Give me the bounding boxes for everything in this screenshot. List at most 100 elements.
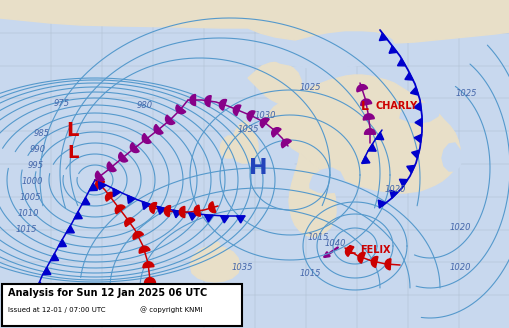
Text: L: L: [66, 120, 78, 139]
Polygon shape: [361, 156, 369, 163]
Wedge shape: [190, 94, 195, 106]
Polygon shape: [441, 143, 461, 171]
Text: L: L: [67, 144, 78, 162]
Text: 1010: 1010: [17, 210, 39, 218]
Polygon shape: [265, 75, 459, 193]
Text: Issued at 12-01 / 07:00 UTC: Issued at 12-01 / 07:00 UTC: [8, 307, 105, 313]
Text: 1025: 1025: [299, 84, 320, 92]
Wedge shape: [144, 294, 155, 300]
Text: 1000: 1000: [21, 177, 43, 187]
Wedge shape: [356, 85, 367, 92]
Text: 1015: 1015: [299, 269, 320, 277]
Wedge shape: [179, 207, 184, 217]
Polygon shape: [411, 150, 418, 158]
Wedge shape: [154, 124, 163, 134]
Wedge shape: [107, 162, 116, 172]
Polygon shape: [157, 207, 165, 214]
Wedge shape: [130, 143, 139, 153]
Polygon shape: [37, 282, 44, 289]
Wedge shape: [119, 152, 127, 162]
FancyBboxPatch shape: [2, 284, 242, 326]
Text: L: L: [360, 99, 369, 113]
Polygon shape: [231, 121, 258, 163]
Circle shape: [227, 267, 233, 273]
Wedge shape: [371, 256, 377, 267]
Wedge shape: [125, 218, 134, 227]
Polygon shape: [397, 59, 405, 66]
Wedge shape: [219, 99, 226, 110]
Polygon shape: [58, 239, 66, 247]
Wedge shape: [143, 262, 154, 268]
Polygon shape: [98, 182, 106, 190]
Polygon shape: [50, 254, 59, 261]
Wedge shape: [384, 259, 390, 270]
Wedge shape: [362, 114, 374, 120]
Polygon shape: [269, 32, 393, 69]
Polygon shape: [379, 33, 387, 41]
Wedge shape: [150, 203, 156, 213]
Circle shape: [212, 242, 219, 250]
Text: 980: 980: [137, 101, 153, 111]
Text: CHARLY: CHARLY: [375, 101, 417, 111]
Polygon shape: [414, 118, 421, 127]
Text: 1015: 1015: [306, 234, 328, 242]
Polygon shape: [406, 165, 414, 173]
Wedge shape: [205, 96, 211, 107]
Wedge shape: [176, 105, 185, 114]
Polygon shape: [388, 46, 397, 53]
Polygon shape: [413, 102, 420, 111]
Polygon shape: [257, 142, 293, 176]
Polygon shape: [378, 200, 385, 208]
Text: 1030: 1030: [254, 112, 275, 120]
Polygon shape: [0, 0, 509, 44]
Polygon shape: [66, 226, 74, 233]
Polygon shape: [43, 267, 51, 275]
Text: Analysis for Sun 12 Jan 2025 06 UTC: Analysis for Sun 12 Jan 2025 06 UTC: [8, 288, 207, 298]
Wedge shape: [345, 246, 353, 256]
Polygon shape: [375, 132, 383, 140]
Text: 1020: 1020: [448, 263, 470, 273]
Text: 1035: 1035: [231, 263, 252, 273]
Polygon shape: [127, 195, 135, 203]
Wedge shape: [95, 180, 104, 190]
Polygon shape: [247, 62, 301, 104]
Text: 985: 985: [34, 129, 50, 137]
Polygon shape: [188, 213, 196, 220]
Text: 1015: 1015: [15, 226, 37, 235]
Wedge shape: [164, 206, 171, 216]
Wedge shape: [233, 105, 240, 115]
Polygon shape: [112, 189, 120, 196]
Wedge shape: [194, 205, 200, 216]
Wedge shape: [144, 277, 155, 283]
Polygon shape: [399, 179, 407, 187]
Polygon shape: [74, 212, 82, 219]
Text: 1035: 1035: [237, 126, 258, 134]
Text: 995: 995: [28, 161, 44, 171]
Circle shape: [216, 263, 222, 269]
Text: L: L: [347, 243, 355, 256]
Polygon shape: [173, 210, 181, 218]
Polygon shape: [404, 72, 412, 80]
Wedge shape: [247, 111, 254, 121]
Wedge shape: [95, 171, 104, 181]
Polygon shape: [81, 197, 90, 205]
Polygon shape: [89, 183, 97, 191]
Text: 1020: 1020: [448, 223, 470, 233]
Wedge shape: [271, 128, 280, 137]
Wedge shape: [165, 115, 175, 125]
Polygon shape: [142, 201, 150, 210]
Polygon shape: [309, 168, 344, 193]
Wedge shape: [364, 129, 375, 134]
Text: 1040: 1040: [324, 238, 345, 248]
Text: 975: 975: [54, 98, 70, 108]
Polygon shape: [32, 297, 40, 305]
Wedge shape: [115, 205, 125, 214]
Polygon shape: [399, 103, 439, 123]
Wedge shape: [281, 139, 291, 148]
Polygon shape: [220, 216, 229, 223]
Text: H: H: [248, 158, 267, 178]
Text: 1025: 1025: [455, 89, 476, 97]
Polygon shape: [219, 136, 237, 158]
Text: 1020: 1020: [383, 186, 405, 195]
Polygon shape: [367, 144, 376, 151]
